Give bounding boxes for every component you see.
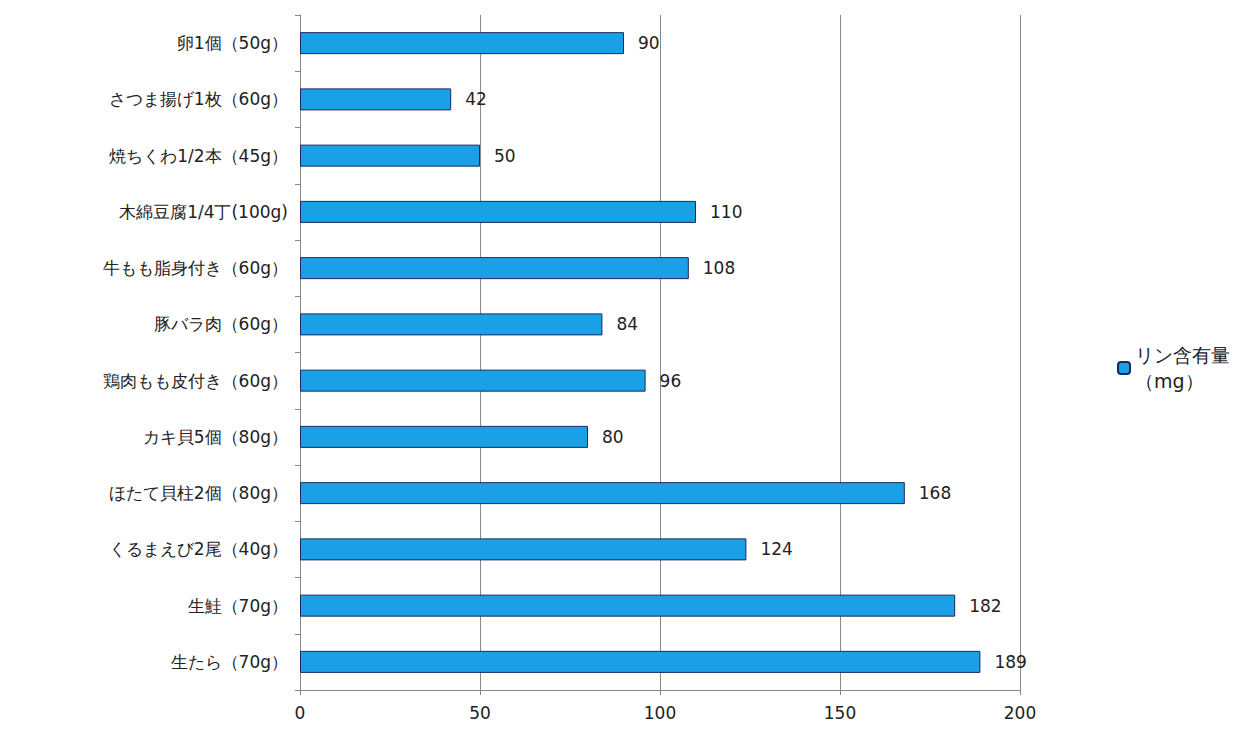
svg-text:さつま揚げ1枚（60g）: さつま揚げ1枚（60g）	[109, 89, 288, 109]
svg-text:木綿豆腐1/4丁(100g): 木綿豆腐1/4丁(100g)	[119, 202, 288, 222]
svg-text:42: 42	[465, 89, 487, 109]
svg-text:焼ちくわ1/2本（45g）: 焼ちくわ1/2本（45g）	[109, 146, 288, 166]
svg-text:100: 100	[644, 703, 676, 723]
svg-text:生たら（70g）: 生たら（70g）	[171, 652, 288, 672]
svg-text:50: 50	[469, 703, 491, 723]
svg-text:ほたて貝柱2個（80g）: ほたて貝柱2個（80g）	[109, 483, 288, 503]
svg-text:110: 110	[710, 202, 742, 222]
svg-text:90: 90	[638, 33, 660, 53]
svg-text:108: 108	[703, 258, 735, 278]
svg-text:50: 50	[494, 146, 516, 166]
svg-text:0: 0	[295, 703, 306, 723]
svg-text:124: 124	[760, 539, 792, 559]
svg-text:189: 189	[994, 652, 1026, 672]
svg-text:卵1個（50g）: 卵1個（50g）	[177, 33, 288, 53]
svg-text:84: 84	[616, 314, 638, 334]
svg-text:150: 150	[824, 703, 856, 723]
svg-text:96: 96	[660, 371, 682, 391]
svg-text:鶏肉もも皮付き（60g）: 鶏肉もも皮付き（60g）	[103, 371, 288, 391]
svg-text:牛もも脂身付き（60g）: 牛もも脂身付き（60g）	[103, 258, 288, 278]
svg-text:生鮭（70g）: 生鮭（70g）	[188, 596, 288, 616]
svg-text:（mg）: （mg）	[1135, 370, 1204, 392]
svg-text:80: 80	[602, 427, 624, 447]
svg-text:リン含有量: リン含有量	[1135, 344, 1230, 366]
svg-text:カキ貝5個（80g）: カキ貝5個（80g）	[143, 427, 288, 447]
svg-text:くるまえび2尾（40g）: くるまえび2尾（40g）	[109, 539, 288, 559]
svg-text:182: 182	[969, 596, 1001, 616]
svg-text:200: 200	[1004, 703, 1036, 723]
svg-text:豚バラ肉（60g）: 豚バラ肉（60g）	[154, 314, 288, 334]
svg-text:168: 168	[919, 483, 951, 503]
